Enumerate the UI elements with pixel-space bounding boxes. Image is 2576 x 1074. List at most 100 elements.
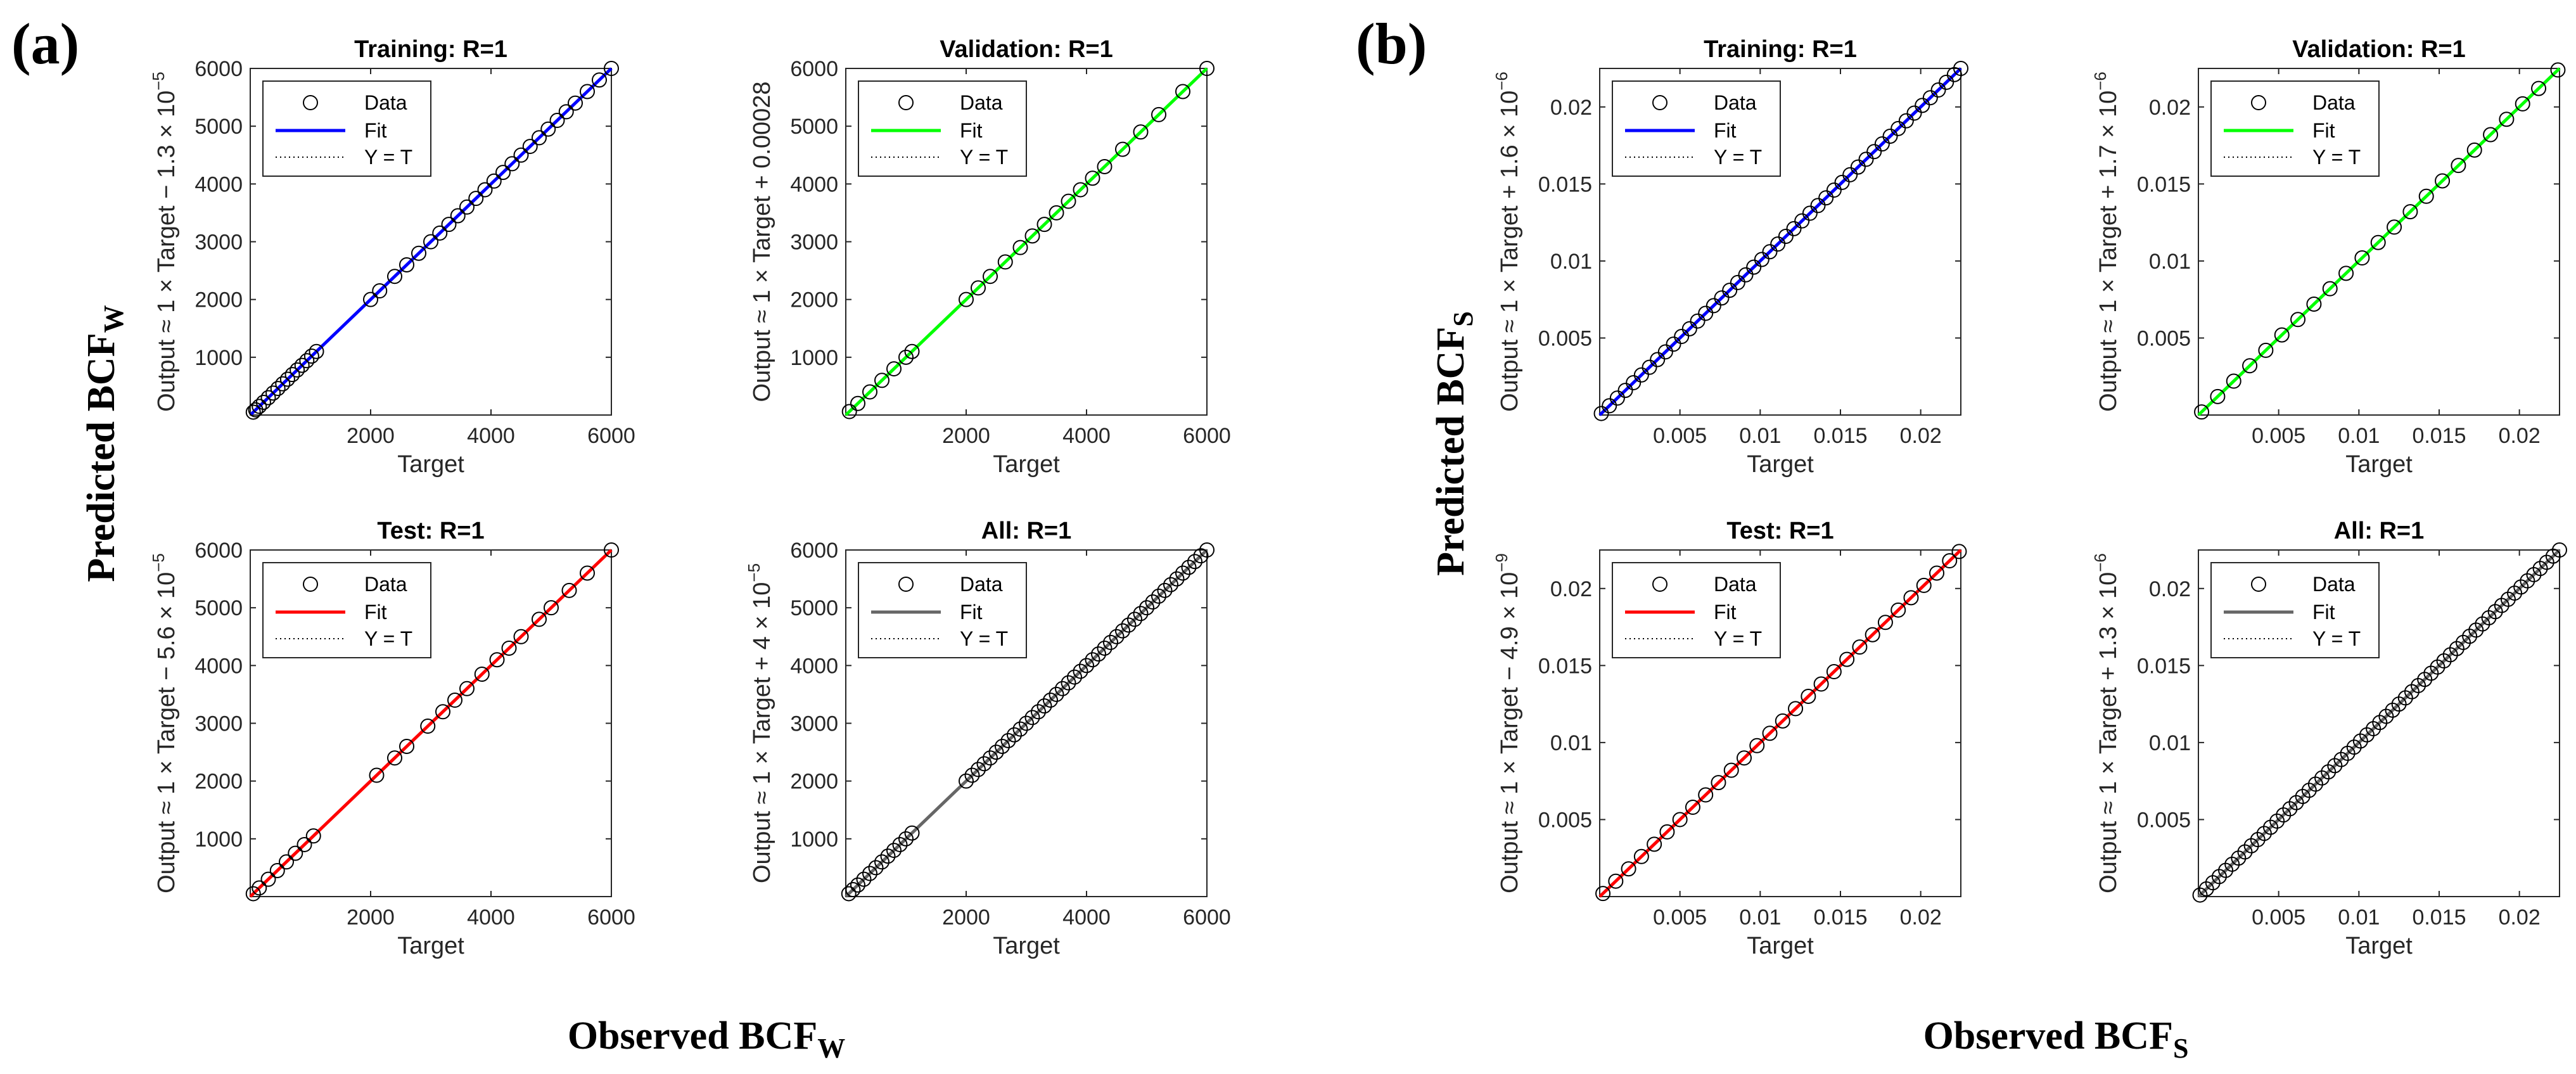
data-point [971, 762, 986, 777]
y-tick-label: 0.015 [2137, 654, 2191, 678]
data-point [1858, 151, 1874, 167]
data-point [279, 854, 294, 870]
data-point [255, 394, 271, 410]
data-point [1810, 198, 1826, 214]
y-axis-label-exponent: −5 [149, 553, 168, 572]
data-point [1794, 213, 1810, 229]
data-point [1749, 738, 1765, 753]
data-point [1842, 167, 1858, 182]
legend-data-marker [2251, 577, 2266, 592]
data-point [504, 156, 520, 172]
legend-label-identity: Y = T [960, 146, 1008, 169]
legend-data-marker [1652, 577, 1667, 592]
x-axis-label: Target [1747, 451, 1814, 478]
data-point [447, 693, 462, 708]
y-tick-label: 5000 [790, 115, 838, 139]
data-point [845, 882, 861, 898]
data-points [2194, 62, 2566, 420]
ylabel-a: Predicted BCFW [80, 305, 129, 582]
subplot-b-training: Training: R=1 0.005 0.01 0.015 0.02 0.005 0.01… [1492, 36, 1968, 478]
data-point [1007, 727, 1022, 743]
data-point [2499, 112, 2515, 127]
data-point [1115, 623, 1130, 639]
panel-label-a: (a) [11, 11, 79, 76]
data-point [580, 84, 595, 99]
data-point [2402, 204, 2418, 220]
y-axis-label: Output ≈ 1 × Target + 1.3 × 10−6 [2091, 553, 2122, 893]
y-tick-label: 1000 [194, 828, 243, 852]
data-point [411, 245, 426, 261]
x-axis-label: Target [397, 451, 464, 478]
data-point [880, 848, 896, 864]
data-point [1685, 799, 1700, 815]
data-point [1049, 205, 1064, 221]
data-point [1061, 675, 1076, 691]
y-tick-label: 1000 [790, 828, 838, 852]
x-axis-label: Target [2345, 933, 2413, 959]
subplot-title: Test: R=1 [377, 518, 484, 544]
data-point [1915, 98, 1930, 113]
data-point [1898, 113, 1914, 129]
data-point [294, 357, 310, 373]
data-point [372, 283, 388, 298]
ylabel-a-text: Predicted BCF [80, 333, 123, 582]
data-point [1666, 336, 1681, 352]
data-point [1770, 236, 1786, 252]
y-axis-label: Output ≈ 1 × Target + 1.7 × 10−6 [2091, 72, 2122, 412]
data-point [2418, 188, 2434, 204]
data-point [1906, 105, 1922, 121]
data-point [2550, 62, 2566, 78]
data-point [1826, 182, 1842, 198]
data-point [1626, 374, 1642, 390]
data-point [898, 831, 914, 847]
y-tick-label: 1000 [790, 346, 838, 370]
data-point [1121, 617, 1137, 633]
data-point [1036, 217, 1052, 233]
data-point [288, 845, 303, 861]
legend: Data Fit Y = T [858, 562, 1027, 658]
data-point [1621, 861, 1636, 877]
xlabel-a: Observed BCFW [568, 1014, 845, 1064]
y-tick-label: 2000 [194, 770, 243, 794]
x-tick-label: 0.015 [2412, 424, 2466, 448]
data-point [2306, 296, 2322, 312]
data-point [1930, 82, 1946, 98]
subplots-group: Training: R=1 2000 4000 6000 1000 2000 3000 400… [149, 36, 2567, 959]
x-tick-label: 6000 [1183, 424, 1231, 448]
data-point [971, 280, 986, 296]
data-point [995, 738, 1010, 754]
subplot-b-all: All: R=1 0.005 0.01 0.015 0.02 0.005 0.01 0.015… [2091, 518, 2567, 959]
data-point [284, 367, 300, 383]
data-point [1199, 542, 1215, 558]
data-point [592, 72, 607, 88]
legend-label-fit: Fit [364, 119, 387, 142]
data-point [1019, 715, 1034, 731]
xlabel-b-subscript: S [2173, 1033, 2188, 1064]
y-tick-label: 2000 [790, 288, 838, 312]
data-point [1953, 61, 1968, 76]
y-axis-label-text: Output ≈ 1 × Target + 1.6 × 10 [1496, 91, 1523, 412]
data-point [1133, 606, 1149, 622]
data-point [1157, 582, 1173, 598]
y-tick-label: 3000 [194, 231, 243, 255]
x-tick-label: 0.02 [2499, 905, 2541, 930]
data-point [904, 825, 920, 841]
data-point [1097, 158, 1113, 174]
y-tick-label: 0.015 [2137, 172, 2191, 196]
data-point [898, 349, 914, 365]
y-tick-label: 4000 [790, 172, 838, 196]
data-point [387, 269, 402, 284]
data-point [269, 862, 285, 878]
data-point [1788, 701, 1804, 717]
y-tick-label: 0.01 [2149, 250, 2191, 274]
x-tick-label: 0.005 [2252, 905, 2305, 930]
data-point [435, 704, 450, 720]
data-point [1762, 726, 1778, 741]
data-point [1813, 676, 1829, 692]
x-axis-label: Target [993, 933, 1060, 959]
y-tick-label: 3000 [790, 231, 838, 255]
y-axis-label-text: Output ≈ 1 × Target + 4 × 10 [749, 582, 775, 883]
data-point [260, 871, 276, 887]
data-point [1031, 704, 1046, 720]
data-point [1737, 750, 1752, 766]
